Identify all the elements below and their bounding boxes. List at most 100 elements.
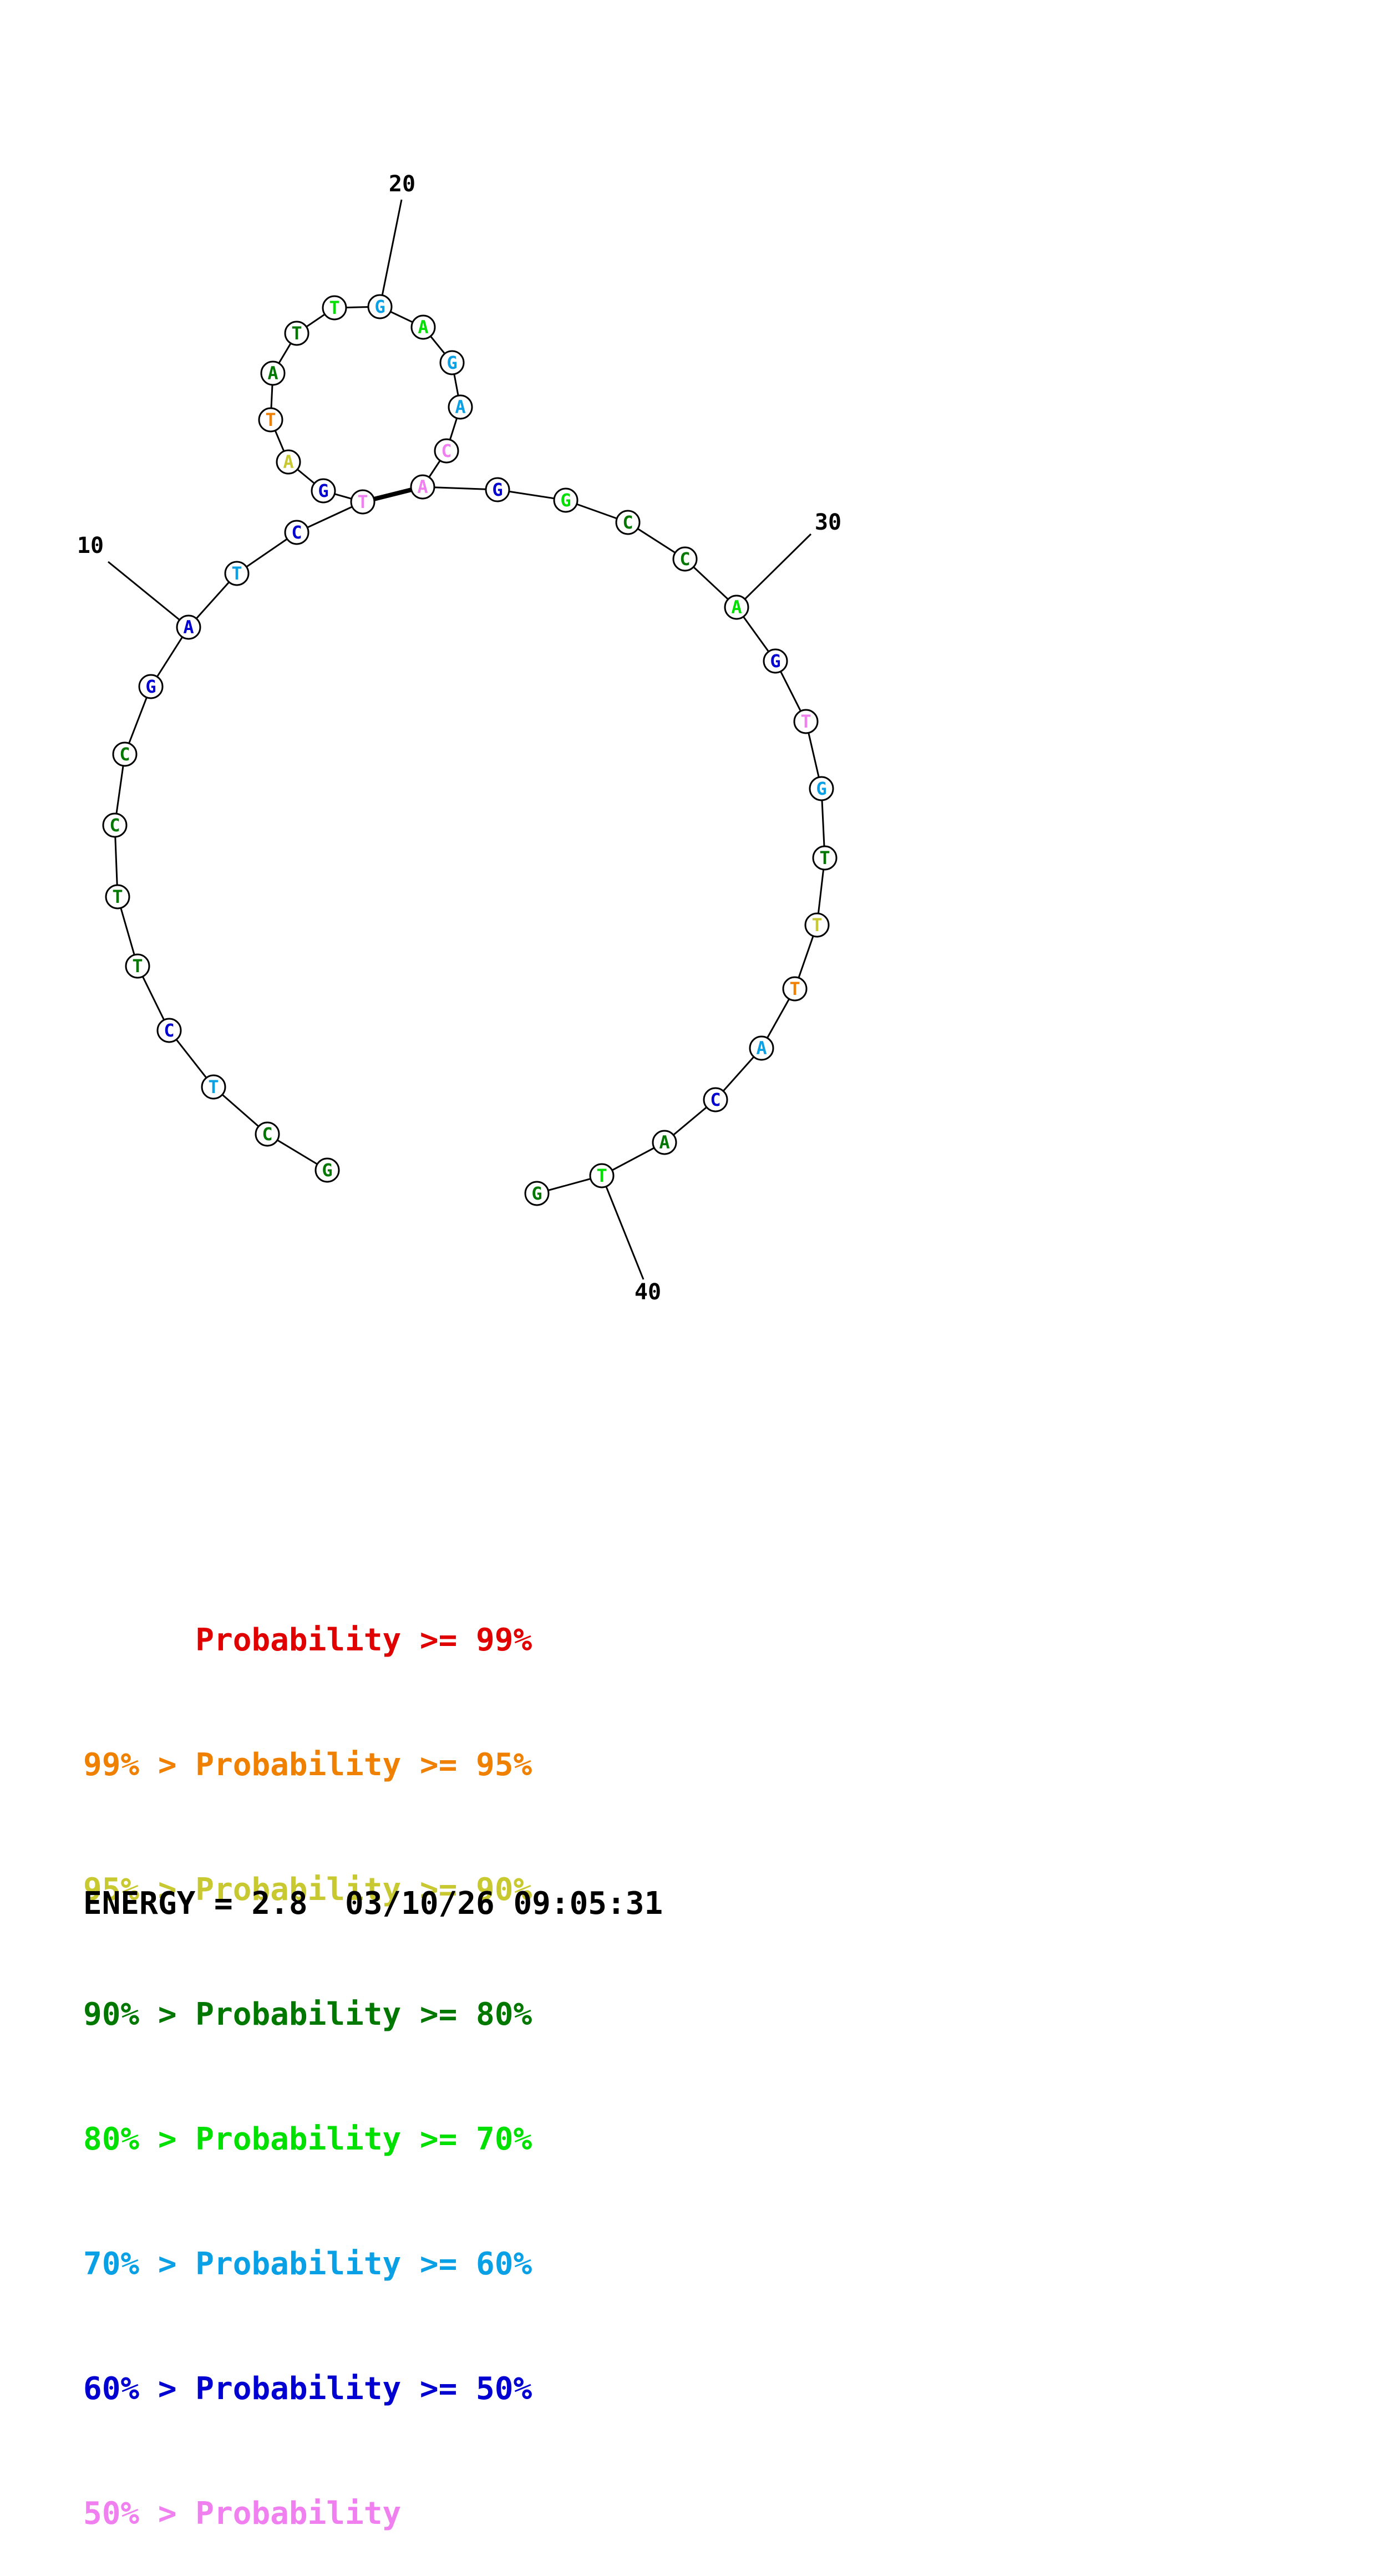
nucleotide-circle	[809, 776, 834, 801]
nucleotide-base-label: A	[731, 597, 742, 618]
nucleotide-circle	[102, 812, 128, 838]
nucleotide-base-label: A	[283, 451, 293, 472]
nucleotide-circle	[322, 295, 347, 321]
nucleotide-base-label: G	[816, 778, 826, 799]
nucleotide-base-label: A	[418, 317, 428, 338]
nucleotide-circle	[434, 438, 459, 464]
nucleotide-base-label: T	[329, 297, 339, 318]
nucleotide-circle	[703, 1087, 728, 1112]
nucleotide-base-label: A	[183, 617, 194, 638]
nucleotide: C	[156, 1018, 182, 1043]
nucleotide-base-label: G	[322, 1160, 332, 1181]
position-tick-line	[379, 199, 403, 307]
legend-row: 80% > Probability >= 70%	[83, 2118, 532, 2160]
nucleotide-base-label: T	[132, 956, 143, 977]
nucleotide-base-label: T	[208, 1076, 219, 1098]
nucleotide-circle	[112, 741, 138, 767]
nucleotide-circle	[367, 294, 393, 319]
legend-prefix: 99% >	[83, 1747, 196, 1783]
nucleotide-circle	[311, 478, 336, 504]
position-tick-line	[601, 1175, 645, 1280]
nucleotide-circle	[524, 1181, 550, 1206]
nucleotide-circle	[439, 350, 465, 375]
nucleotide-circle	[553, 487, 579, 513]
position-label: 20	[389, 171, 415, 197]
nucleotide: A	[724, 595, 749, 620]
legend-text: Probability >= 60%	[195, 2246, 532, 2282]
nucleotide-base-label: G	[145, 676, 156, 697]
position-label: 40	[635, 1279, 661, 1305]
nucleotide: T	[793, 709, 819, 734]
nucleotide: G	[314, 1157, 340, 1183]
nucleotide: T	[224, 561, 250, 586]
legend-prefix: 90% >	[83, 1996, 196, 2033]
nucleotide: C	[255, 1121, 280, 1147]
nucleotide: T	[322, 295, 347, 321]
nucleotide: C	[102, 812, 128, 838]
legend-text: Probability >= 70%	[195, 2121, 532, 2157]
nucleotide: A	[410, 474, 435, 500]
nucleotide-base-label: G	[447, 352, 457, 373]
nucleotide-base-label: G	[560, 490, 571, 511]
nucleotide-base-label: T	[789, 978, 800, 999]
nucleotide-base-label: T	[811, 914, 822, 936]
nucleotide: A	[276, 449, 301, 475]
nucleotide-base-label: T	[231, 563, 242, 584]
nucleotide-base-label: T	[265, 409, 276, 430]
nucleotide: T	[125, 953, 150, 979]
nucleotide-circle	[749, 1035, 774, 1061]
nucleotide-base-label: T	[112, 886, 123, 907]
nucleotide: C	[615, 510, 641, 535]
legend-prefix: 50% >	[83, 2496, 196, 2532]
nucleotide-base-label: G	[531, 1183, 542, 1204]
nucleotide-circle	[255, 1121, 280, 1147]
nucleotide: T	[782, 976, 808, 1002]
nucleotide: C	[672, 546, 698, 572]
nucleotide: G	[524, 1181, 550, 1206]
nucleotide-circle	[284, 520, 309, 545]
nucleotide: A	[176, 614, 201, 640]
nucleotide-base-label: C	[164, 1020, 174, 1041]
nucleotide-base-label: T	[596, 1165, 607, 1186]
nucleotide-base-label: A	[756, 1038, 767, 1059]
nucleotide-circle	[258, 407, 283, 433]
nucleotide-base-label: T	[357, 491, 368, 512]
nucleotide: T	[589, 1163, 615, 1188]
nucleotide: A	[749, 1035, 774, 1061]
nucleotide-circle	[276, 449, 301, 475]
nucleotide-circle	[201, 1074, 226, 1100]
nucleotide-circle	[589, 1163, 615, 1188]
legend-prefix	[83, 1622, 195, 1658]
legend-row: Probability >= 99%	[83, 1619, 532, 1661]
nucleotide-circle	[125, 953, 150, 979]
legend-prefix: 60% >	[83, 2371, 196, 2407]
backbone-lines	[114, 306, 826, 1195]
nucleotide: G	[553, 487, 579, 513]
nucleotide-circle	[763, 648, 788, 674]
nucleotide-base-label: G	[374, 296, 385, 317]
nucleotide-circle	[652, 1130, 677, 1155]
legend-text: Probability >= 90%	[195, 1872, 532, 1908]
nucleotide-circle	[176, 614, 201, 640]
position-label: 30	[815, 510, 841, 535]
backbone-segment	[422, 486, 498, 491]
legend-row: 90% > Probability >= 80%	[83, 1994, 532, 2035]
position-ticks: 10 20 30 40	[77, 171, 841, 1305]
nucleotide: C	[434, 438, 459, 464]
nucleotide-circle	[615, 510, 641, 535]
energy-footer: ENERGY = 2.8 03/10/26 09:05:31	[83, 1886, 663, 1922]
nucleotide-base-label: G	[770, 651, 780, 672]
nucleotide-circle	[724, 595, 749, 620]
legend-row: 50% > Probability	[83, 2493, 532, 2534]
nucleotide-circle	[804, 912, 830, 938]
nucleotide: C	[112, 741, 138, 767]
nucleotide: T	[350, 489, 376, 515]
nucleotide-base-label: T	[291, 323, 302, 344]
nucleotide: T	[804, 912, 830, 938]
legend-text: Probability	[195, 2496, 402, 2532]
nucleotide-circle	[410, 314, 436, 340]
nucleotide: G	[485, 477, 510, 502]
position-tick-line	[108, 561, 189, 628]
